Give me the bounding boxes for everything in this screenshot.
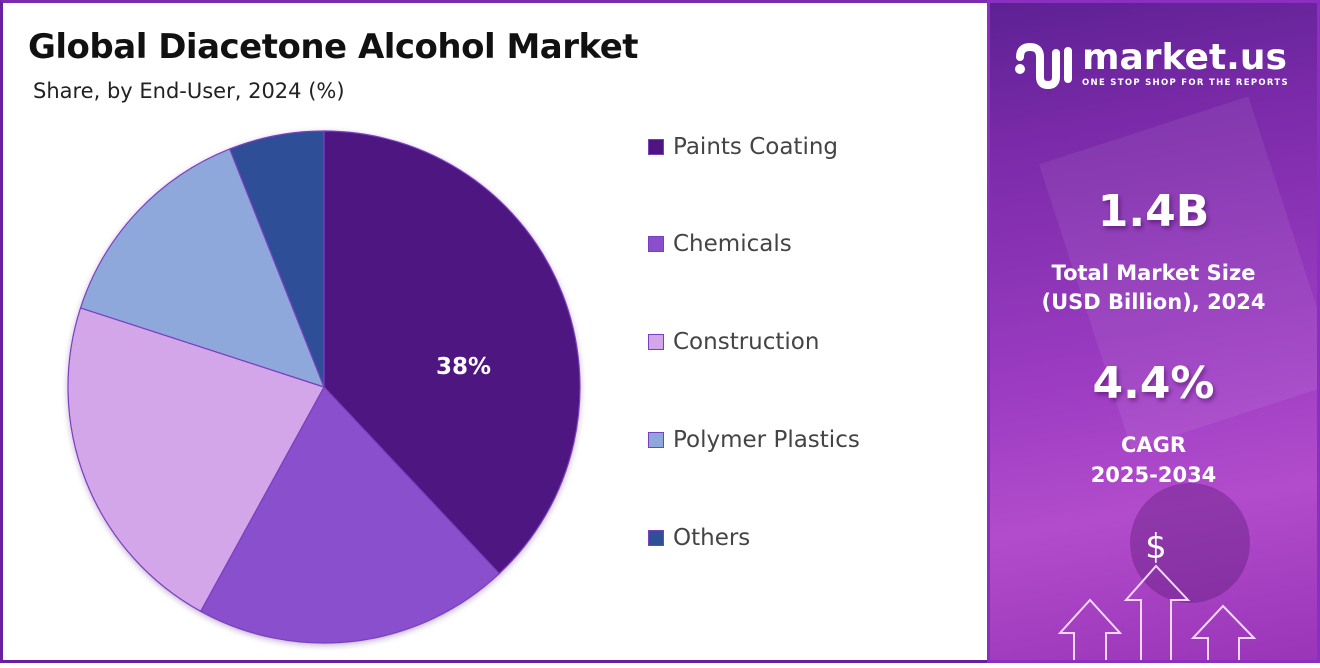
legend-label: Paints Coating [673, 134, 839, 160]
background-coin-decoration [1130, 483, 1250, 603]
pie-slice-construction [67, 307, 325, 613]
legend-item-others: Others [648, 523, 948, 553]
legend-label: Others [673, 525, 751, 551]
market-size-label-line1: Total Market Size [1051, 261, 1256, 285]
pie-slice-others [228, 130, 325, 388]
pie-slice-paints-coating [323, 130, 581, 575]
legend-label: Chemicals [673, 231, 792, 257]
legend-swatch [648, 432, 664, 448]
growth-arrows-icon: $ [1057, 527, 1257, 660]
cagr-label-line1: CAGR [1120, 433, 1187, 457]
brand-tagline: ONE STOP SHOP FOR THE REPORTS [1082, 78, 1289, 88]
cagr-label-line2: 2025-2034 [1090, 463, 1217, 487]
legend-item-polymer-plastics: Polymer Plastics [648, 425, 948, 455]
legend-item-chemicals: Chemicals [648, 229, 948, 259]
market-us-logo-icon [1015, 42, 1072, 89]
chart-title: Global Diacetone Alcohol Market [28, 27, 639, 67]
pie-svg [67, 130, 581, 644]
legend-item-paints-coating: Paints Coating [648, 132, 948, 162]
legend-swatch [648, 236, 664, 252]
dollar-icon: $ [1145, 527, 1167, 567]
market-size-label-line2: (USD Billion), 2024 [1041, 290, 1266, 314]
legend-item-construction: Construction [648, 327, 948, 357]
legend-label: Construction [673, 329, 820, 355]
chart-subtitle: Share, by End-User, 2024 (%) [33, 79, 345, 103]
brand-logo: market.us ONE STOP SHOP FOR THE REPORTS [1012, 39, 1289, 89]
legend-label: Polymer Plastics [673, 427, 860, 453]
summary-panel: market.us ONE STOP SHOP FOR THE REPORTS … [987, 0, 1320, 663]
pie-slice-polymer-plastics [79, 148, 326, 388]
market-size-value: 1.4B [1097, 186, 1210, 237]
pie-chart: 38% [0, 0, 660, 663]
cagr-value: 4.4% [1092, 358, 1215, 409]
brand-name: market.us [1082, 37, 1287, 78]
paints-coating-share-label: 38% [436, 354, 492, 380]
legend-swatch [648, 530, 664, 546]
legend-swatch [648, 139, 664, 155]
pie-slice-chemicals [199, 385, 501, 644]
legend-swatch [648, 334, 664, 350]
